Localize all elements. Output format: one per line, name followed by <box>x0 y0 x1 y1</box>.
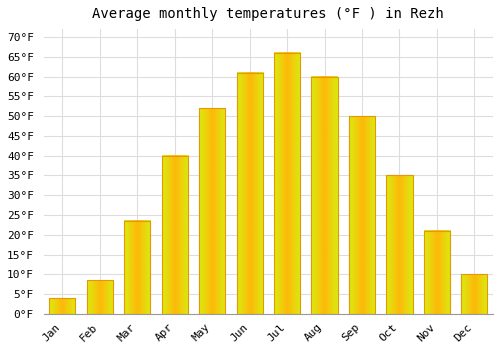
Title: Average monthly temperatures (°F ) in Rezh: Average monthly temperatures (°F ) in Re… <box>92 7 444 21</box>
